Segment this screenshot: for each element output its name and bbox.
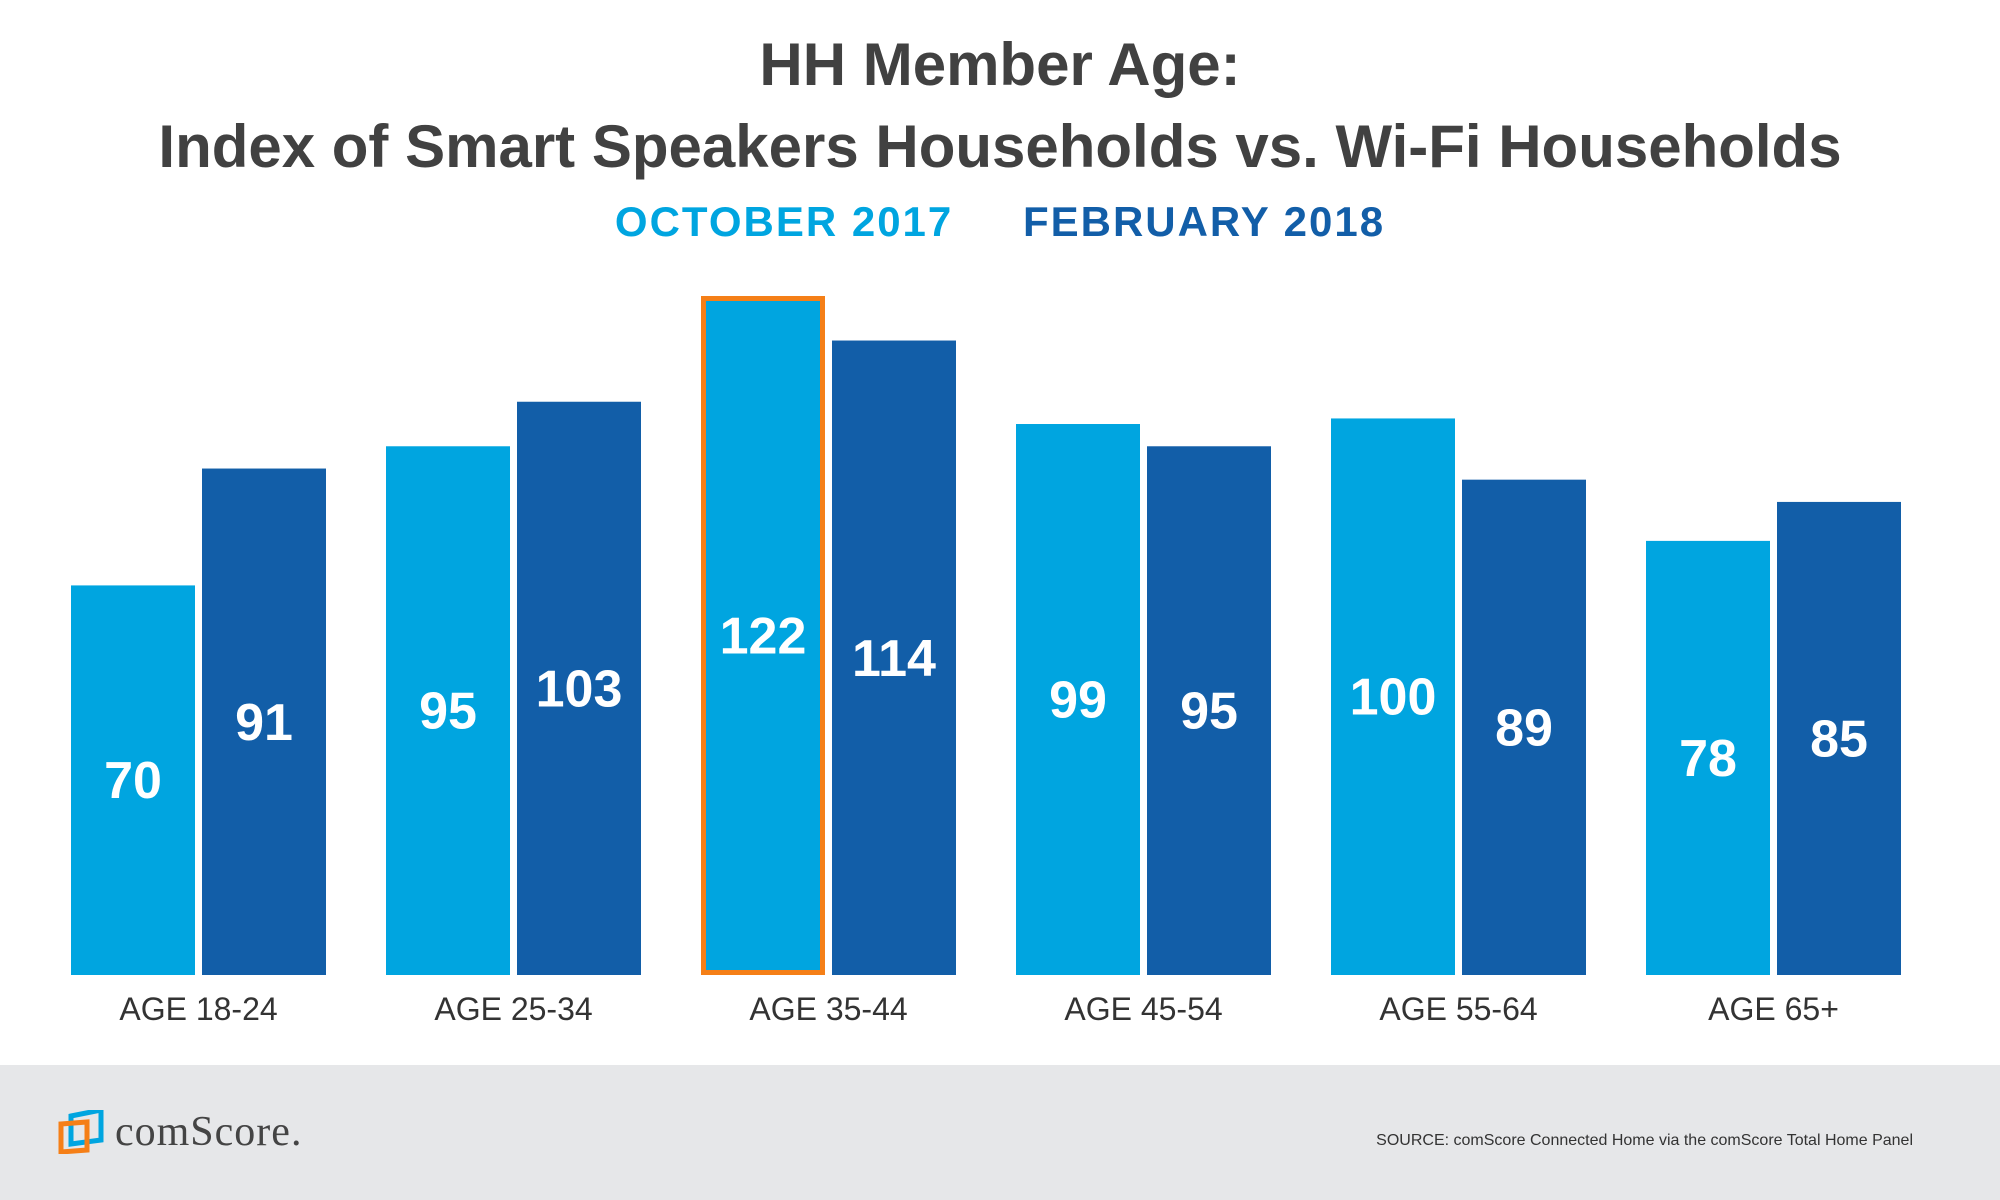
data-label: 95 [419,683,477,741]
comscore-logo-text: comScore. [115,1109,303,1155]
bar-oct-2017-0 [71,585,195,975]
bar-oct-2017-3 [1016,424,1140,976]
comscore-logo: comScore. [57,1108,302,1156]
chart-title: HH Member Age: [759,31,1241,98]
bar-oct-2017-4 [1331,418,1455,975]
highlight-outline [701,296,825,975]
data-label: 99 [1049,672,1107,730]
bar-oct-2017-2 [701,296,825,975]
x-tick-label: AGE 18-24 [119,991,277,1027]
bar-feb-2018-4 [1462,479,1586,975]
data-label: 89 [1495,699,1553,757]
bar-feb-2018-2 [832,340,956,975]
bar-feb-2018-0 [202,468,326,975]
comscore-logo-icon [58,1110,104,1154]
bar-feb-2018-1 [517,401,641,975]
data-label: 114 [852,630,936,688]
x-tick-label: AGE 25-34 [434,991,592,1027]
data-label: 78 [1679,730,1737,788]
legend-february-2018: FEBRUARY 2018 [1022,198,1386,245]
bar-feb-2018-3 [1147,446,1271,975]
legend-october-2017: OCTOBER 2017 [614,198,954,245]
bar-oct-2017-1 [386,446,510,975]
data-label: 95 [1180,683,1238,741]
footer [0,1065,2000,1200]
chart-subtitle: Index of Smart Speakers Households vs. W… [158,113,1842,180]
bar-oct-2017-5 [1646,540,1770,975]
data-label: 103 [536,660,623,718]
data-label: 70 [104,752,162,810]
data-label: 85 [1810,710,1868,768]
bar-chart: 70 91 AGE 18-24 95 103 AGE 25-34 122 114 AGE 35-… [71,296,1901,1027]
legend: OCTOBER 2017 FEBRUARY 2018 [0,198,2000,246]
data-label: 100 [1350,669,1437,727]
data-label: 91 [235,694,293,752]
x-tick-label: AGE 35-44 [749,991,907,1027]
data-label: 122 [720,608,807,666]
x-tick-label: AGE 65+ [1708,991,1839,1027]
source-note: SOURCE: comScore Connected Home via the … [1376,1132,1913,1149]
x-tick-label: AGE 45-54 [1064,991,1222,1027]
bar-feb-2018-5 [1777,501,1901,975]
x-tick-label: AGE 55-64 [1379,991,1537,1027]
